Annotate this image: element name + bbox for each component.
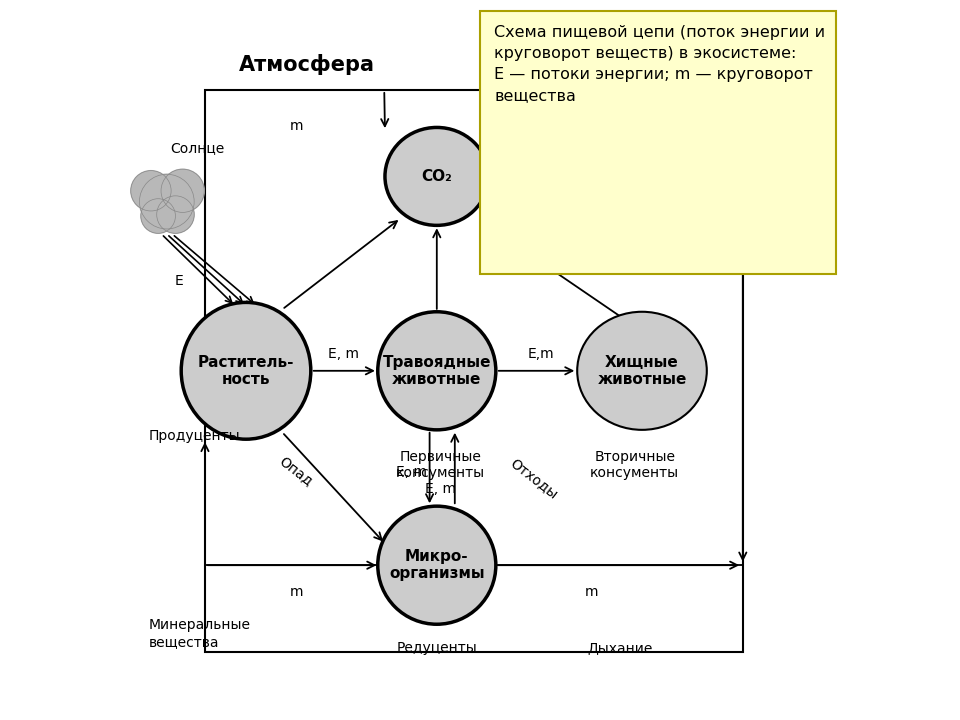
Bar	[204, 90, 743, 652]
Text: E, m: E, m	[396, 464, 427, 479]
Text: Опад: Опад	[277, 454, 316, 489]
Ellipse shape	[377, 312, 496, 430]
Circle shape	[161, 169, 204, 212]
Circle shape	[156, 196, 194, 233]
Text: E,m: E,m	[528, 347, 555, 361]
Text: Дыхание: Дыхание	[588, 641, 653, 655]
Text: Микро-
организмы: Микро- организмы	[389, 549, 485, 582]
Circle shape	[131, 171, 171, 211]
Text: Первичные
консументы
E, m: Первичные консументы E, m	[396, 450, 485, 496]
Circle shape	[139, 174, 194, 229]
Text: E, m: E, m	[327, 347, 359, 361]
Text: CO₂: CO₂	[421, 169, 452, 184]
Text: Продуценты: Продуценты	[149, 428, 240, 443]
Ellipse shape	[577, 312, 707, 430]
Text: m: m	[585, 119, 598, 133]
Text: m: m	[585, 585, 598, 599]
Text: Минеральные
вещества: Минеральные вещества	[149, 618, 251, 649]
Text: Схема пищевой цепи (поток энергии и
круговорот веществ) в экосистеме:
Е — потоки: Схема пищевой цепи (поток энергии и круг…	[494, 25, 826, 103]
Text: Хищные
животные: Хищные животные	[597, 355, 686, 387]
Circle shape	[141, 199, 176, 233]
Text: E: E	[175, 274, 183, 288]
Text: Дыхание, m: Дыхание, m	[484, 256, 571, 270]
Text: Отходы: Отходы	[508, 456, 561, 502]
Text: m: m	[290, 119, 303, 133]
Text: Раститель-
ность: Раститель- ность	[198, 355, 295, 387]
Ellipse shape	[377, 506, 496, 624]
Text: Вторичные
консументы: Вторичные консументы	[590, 450, 680, 480]
Ellipse shape	[385, 127, 489, 225]
Text: Солнце: Солнце	[171, 140, 225, 155]
Text: Травоядные
животные: Травоядные животные	[382, 355, 492, 387]
Ellipse shape	[181, 302, 311, 439]
FancyBboxPatch shape	[480, 11, 836, 274]
Text: m: m	[290, 585, 303, 599]
Text: Атмосфера: Атмосфера	[239, 54, 375, 76]
Text: Редуценты: Редуценты	[396, 641, 477, 655]
